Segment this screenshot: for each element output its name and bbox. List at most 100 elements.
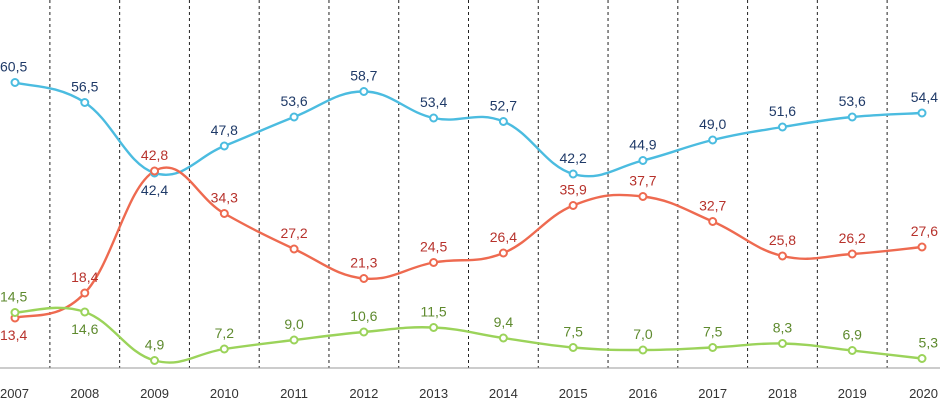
data-point xyxy=(777,339,787,348)
data-label: 8,3 xyxy=(773,320,793,336)
data-label: 9,0 xyxy=(284,316,304,332)
data-point xyxy=(847,346,857,355)
x-tick-label: 2020 xyxy=(909,386,938,401)
data-label: 34,3 xyxy=(211,190,238,206)
data-label: 9,4 xyxy=(494,314,514,330)
data-point xyxy=(638,192,648,201)
x-tick-label: 2019 xyxy=(838,386,867,401)
data-point xyxy=(80,307,90,317)
data-point xyxy=(429,113,439,123)
x-tick-label: 2015 xyxy=(559,386,588,401)
data-label: 44,9 xyxy=(629,137,656,153)
x-tick-label: 2011 xyxy=(280,386,308,401)
x-tick-label: 2017 xyxy=(698,386,727,401)
data-point xyxy=(568,169,578,179)
data-point xyxy=(568,343,578,352)
data-label: 32,7 xyxy=(699,198,726,214)
data-label: 13,4 xyxy=(0,327,27,343)
data-label: 35,9 xyxy=(560,182,587,198)
data-point xyxy=(777,251,787,261)
data-label: 11,5 xyxy=(421,304,447,320)
data-label: 14,6 xyxy=(71,321,98,337)
data-label: 42,2 xyxy=(560,150,587,166)
data-point xyxy=(708,343,718,352)
data-label: 27,6 xyxy=(911,223,938,239)
data-label: 53,6 xyxy=(280,93,307,109)
data-label: 54,4 xyxy=(911,89,938,105)
data-label: 18,4 xyxy=(71,269,98,285)
data-label: 10,6 xyxy=(350,308,377,324)
data-point xyxy=(708,217,718,226)
data-point xyxy=(917,242,927,252)
x-tick-label: 2012 xyxy=(349,386,378,401)
data-label: 56,5 xyxy=(71,79,98,95)
data-point xyxy=(708,135,718,145)
data-point xyxy=(80,98,90,107)
x-tick-label: 2010 xyxy=(210,386,239,401)
data-label: 42,4 xyxy=(141,182,168,198)
data-point xyxy=(219,141,229,151)
data-label: 27,2 xyxy=(280,225,307,241)
data-label: 5,3 xyxy=(919,335,939,351)
label-layer: 60,5 56,5 42,4 47,8 53,6 58,7 53,4 52,7 42,2 44,9… xyxy=(0,59,938,353)
data-label: 26,4 xyxy=(490,229,517,245)
data-point xyxy=(777,122,787,132)
data-point xyxy=(498,117,508,126)
data-point xyxy=(359,327,369,337)
data-label: 4,9 xyxy=(145,337,165,353)
data-label: 7,5 xyxy=(563,324,583,340)
data-label: 53,6 xyxy=(839,93,866,109)
data-label: 53,4 xyxy=(420,94,447,110)
data-point xyxy=(568,201,578,210)
data-label: 7,0 xyxy=(633,326,653,342)
grid-layer xyxy=(0,0,940,369)
data-point xyxy=(150,166,160,176)
data-label: 60,5 xyxy=(0,59,27,75)
x-tick-label: 2007 xyxy=(0,386,29,401)
data-point xyxy=(847,112,857,122)
data-point xyxy=(429,258,439,267)
data-label: 7,2 xyxy=(215,325,235,341)
data-point xyxy=(289,335,299,345)
data-point xyxy=(289,244,299,254)
x-tick-label: 2008 xyxy=(70,386,99,401)
series-line-1 xyxy=(13,166,924,320)
data-point xyxy=(498,333,508,343)
data-label: 51,6 xyxy=(769,103,796,119)
data-label: 52,7 xyxy=(490,98,517,114)
data-point xyxy=(80,288,90,298)
data-point xyxy=(359,274,369,283)
data-label: 21,3 xyxy=(350,255,377,271)
x-tick-label: 2016 xyxy=(628,386,657,401)
data-point xyxy=(289,112,299,122)
data-label: 14,5 xyxy=(0,289,27,305)
data-point xyxy=(498,248,508,258)
data-point xyxy=(638,345,648,355)
data-label: 26,2 xyxy=(839,230,866,246)
data-point xyxy=(429,323,439,332)
data-point xyxy=(917,354,927,363)
data-label: 6,9 xyxy=(842,327,862,343)
data-label: 58,7 xyxy=(350,68,377,84)
data-label: 42,8 xyxy=(141,147,168,163)
data-point xyxy=(638,156,648,165)
x-axis-ticks: 2007 2008 2009 2010 2011 2012 2013 2014 2015 2016… xyxy=(0,386,938,401)
x-tick-label: 2018 xyxy=(768,386,797,401)
data-point xyxy=(10,308,20,317)
data-point xyxy=(219,209,229,218)
data-label: 37,7 xyxy=(629,173,656,189)
data-point xyxy=(219,344,229,354)
data-label: 25,8 xyxy=(769,232,796,248)
data-label: 24,5 xyxy=(420,239,447,255)
x-tick-label: 2009 xyxy=(140,386,169,401)
data-point xyxy=(847,249,857,259)
data-label: 47,8 xyxy=(211,122,238,138)
x-tick-label: 2014 xyxy=(489,386,518,401)
data-point xyxy=(359,87,369,96)
data-point xyxy=(917,108,927,118)
data-label: 7,5 xyxy=(703,324,723,340)
data-point xyxy=(10,78,20,87)
x-tick-label: 2013 xyxy=(419,386,448,401)
